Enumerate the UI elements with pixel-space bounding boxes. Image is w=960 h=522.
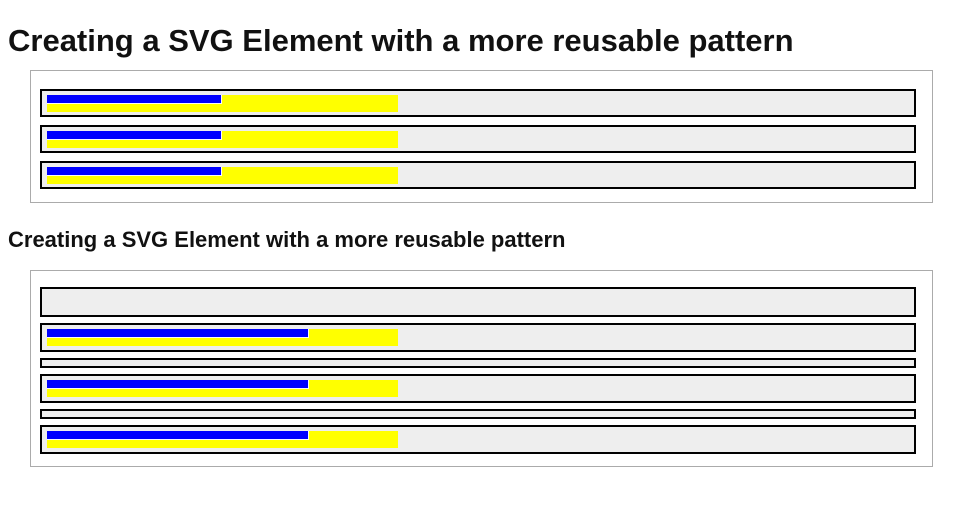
page-heading-2: Creating a SVG Element with a more reusa… <box>8 227 566 253</box>
svg-demo-panel-2 <box>30 269 933 467</box>
page-heading-1: Creating a SVG Element with a more reusa… <box>8 23 794 58</box>
svg-empty-row-thin <box>40 357 916 368</box>
value-bar-blue <box>47 430 309 440</box>
svg-bar-row <box>40 89 916 118</box>
svg-bar-row <box>40 161 916 190</box>
svg-empty-row-thin <box>40 408 916 419</box>
value-bar-blue <box>47 328 309 338</box>
svg-demo-panel-1 <box>30 70 933 204</box>
value-bar-blue <box>47 167 222 177</box>
svg-bar-row <box>40 125 916 154</box>
svg-empty-row-tall <box>40 286 916 317</box>
svg-bar-row <box>40 373 916 403</box>
value-bar-blue <box>47 131 222 141</box>
value-bar-blue <box>47 379 309 389</box>
svg-bar-row <box>40 322 916 352</box>
svg-bar-row <box>40 424 916 454</box>
value-bar-blue <box>47 95 222 105</box>
